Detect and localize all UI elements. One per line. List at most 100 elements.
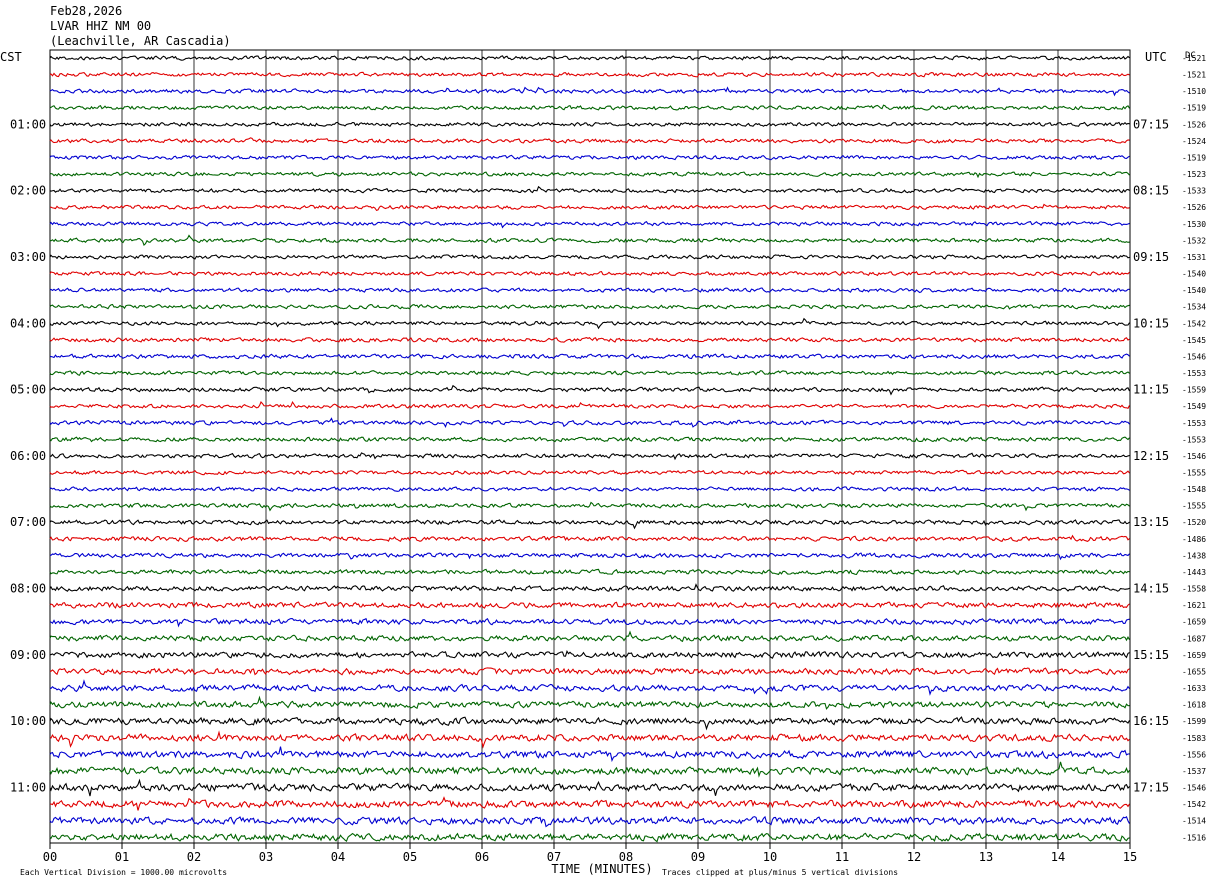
- seismic-trace-row: [49, 778, 1130, 797]
- x-tick-label: 13: [979, 850, 993, 864]
- dc-offset-label: -1540: [1182, 286, 1206, 295]
- seismic-trace-row: [49, 86, 1130, 97]
- left-hour-label: 06:00: [10, 449, 46, 463]
- dc-offset-label: -1553: [1182, 419, 1206, 428]
- dc-offset-label: -1526: [1182, 203, 1206, 212]
- seismic-trace-row: [49, 317, 1130, 330]
- dc-header-label: DC: [1185, 51, 1196, 61]
- left-hour-label: 08:00: [10, 582, 46, 596]
- dc-offset-label: -1687: [1182, 634, 1206, 643]
- dc-offset-label: -1599: [1182, 717, 1206, 726]
- dc-offset-label: -1546: [1182, 352, 1206, 361]
- left-hour-label: 03:00: [10, 250, 46, 264]
- dc-offset-label: -1633: [1182, 684, 1206, 693]
- right-hour-label: 16:15: [1133, 714, 1169, 728]
- seismic-trace-row: [49, 469, 1130, 476]
- dc-offset-label: -1555: [1182, 469, 1206, 478]
- seismic-trace-row: [49, 568, 1130, 576]
- dc-offset-label: -1530: [1182, 220, 1206, 229]
- dc-offset-label: -1514: [1182, 817, 1206, 826]
- seismic-trace-row: [49, 746, 1130, 763]
- dc-offset-label: -1521: [1182, 54, 1206, 63]
- dc-offset-label: -1553: [1182, 369, 1206, 378]
- clipping-note: Traces clipped at plus/minus 5 vertical …: [662, 868, 898, 877]
- x-tick-label: 06: [475, 850, 489, 864]
- x-tick-label: 14: [1051, 850, 1065, 864]
- right-hour-label: 09:15: [1133, 250, 1169, 264]
- seismic-trace-row: [49, 185, 1130, 194]
- dc-offset-label: -1549: [1182, 402, 1206, 411]
- seismic-trace-row: [49, 336, 1130, 343]
- dc-offset-label: -1523: [1182, 170, 1206, 179]
- left-hour-label: 01:00: [10, 117, 46, 131]
- left-hour-label: 07:00: [10, 515, 46, 529]
- x-tick-label: 07: [547, 850, 561, 864]
- helicorder-station: LVAR HHZ NM 00: [50, 19, 152, 33]
- dc-offset-label: -1521: [1182, 71, 1206, 80]
- x-tick-label: 10: [763, 850, 777, 864]
- seismic-trace-row: [49, 137, 1130, 144]
- dc-offset-label: -1555: [1182, 502, 1206, 511]
- seismic-trace-row: [49, 436, 1130, 443]
- x-tick-label: 12: [907, 850, 921, 864]
- dc-offset-label: -1519: [1182, 153, 1206, 162]
- dc-offset-label: -1546: [1182, 784, 1206, 793]
- dc-offset-label: -1533: [1182, 187, 1206, 196]
- left-hour-label: 05:00: [10, 383, 46, 397]
- left-hour-label: 04:00: [10, 316, 46, 330]
- seismic-trace-row: [49, 287, 1130, 294]
- seismic-trace-row: [49, 417, 1130, 429]
- right-hour-label: 15:15: [1133, 648, 1169, 662]
- x-tick-label: 02: [187, 850, 201, 864]
- x-tick-label: 03: [259, 850, 273, 864]
- seismic-trace-row: [49, 270, 1130, 277]
- seismic-trace-row: [49, 650, 1130, 659]
- dc-offset-label: -1516: [1182, 833, 1206, 842]
- dc-offset-label: -1486: [1182, 535, 1206, 544]
- dc-offset-label: -1438: [1182, 551, 1206, 560]
- right-hour-label: 11:15: [1133, 383, 1169, 397]
- dc-offset-label: -1542: [1182, 319, 1206, 328]
- x-tick-label: 08: [619, 850, 633, 864]
- vertical-division-note: Each Vertical Division = 1000.00 microvo…: [20, 868, 227, 877]
- right-hour-label: 07:15: [1133, 117, 1169, 131]
- right-hour-label: 12:15: [1133, 449, 1169, 463]
- x-tick-label: 04: [331, 850, 345, 864]
- seismic-trace-row: [49, 815, 1130, 828]
- x-tick-label: 11: [835, 850, 849, 864]
- helicorder-date: Feb28,2026: [50, 4, 123, 18]
- dc-offset-label: -1510: [1182, 87, 1206, 96]
- right-hour-label: 13:15: [1133, 515, 1169, 529]
- dc-offset-label: -1556: [1182, 750, 1206, 759]
- dc-offset-label: -1548: [1182, 485, 1206, 494]
- x-tick-label: 01: [115, 850, 129, 864]
- left-hour-label: 11:00: [10, 781, 46, 795]
- dc-offset-label: -1553: [1182, 435, 1206, 444]
- right-timezone-label: UTC: [1145, 50, 1167, 64]
- dc-offset-label: -1540: [1182, 270, 1206, 279]
- seismic-trace-row: [49, 630, 1130, 643]
- right-hour-label: 14:15: [1133, 582, 1169, 596]
- seismic-trace-row: [49, 221, 1130, 229]
- seismic-trace-row: [49, 552, 1130, 561]
- dc-offset-label: -1531: [1182, 253, 1206, 262]
- seismic-trace-row: [49, 679, 1130, 696]
- dc-offset-label: -1546: [1182, 452, 1206, 461]
- seismic-trace-row: [49, 121, 1130, 127]
- seismic-trace-row: [49, 486, 1130, 492]
- dc-offset-label: -1537: [1182, 767, 1206, 776]
- seismic-trace-row: [49, 667, 1130, 676]
- dc-offset-label: -1659: [1182, 651, 1206, 660]
- dc-offset-label: -1559: [1182, 386, 1206, 395]
- seismic-trace-row: [49, 384, 1130, 396]
- left-hour-label: 09:00: [10, 648, 46, 662]
- dc-offset-label: -1655: [1182, 667, 1206, 676]
- dc-offset-label: -1583: [1182, 734, 1206, 743]
- dc-offset-label: -1534: [1182, 303, 1206, 312]
- right-hour-label: 17:15: [1133, 781, 1169, 795]
- seismic-trace-row: [49, 303, 1130, 310]
- seismic-trace-row: [49, 171, 1130, 179]
- seismic-trace-row: [49, 519, 1130, 530]
- dc-offset-label: -1520: [1182, 518, 1206, 527]
- seismic-trace-row: [49, 400, 1130, 409]
